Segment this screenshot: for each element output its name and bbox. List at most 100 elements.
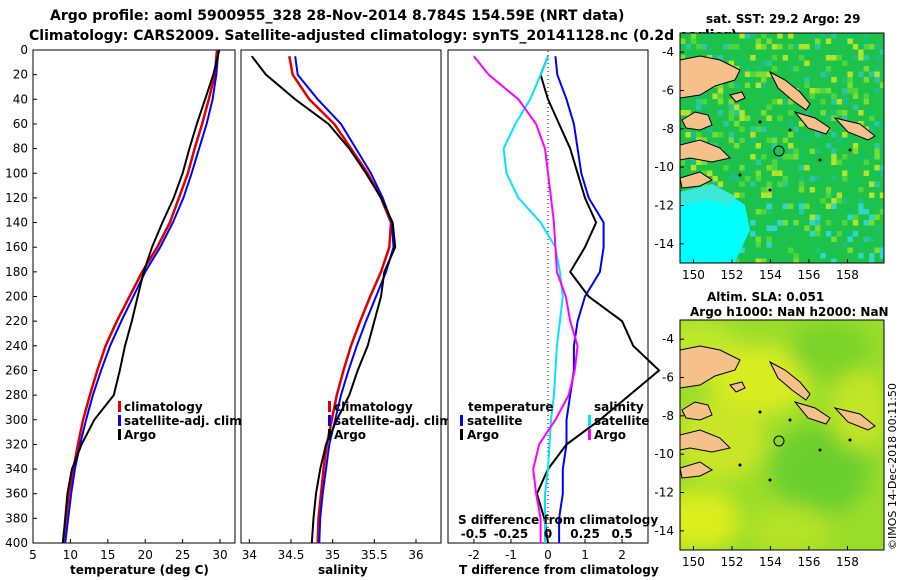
sst-pixel <box>755 198 761 204</box>
sst-pixel <box>831 154 837 160</box>
sst-pixel <box>717 110 724 116</box>
sst-pixel <box>750 181 756 187</box>
sst-pixel <box>701 137 707 143</box>
sst-pixel <box>782 137 788 143</box>
sst-pixel <box>831 132 837 138</box>
sst-pixel <box>766 115 772 121</box>
legend-swatch-climatology <box>118 401 121 412</box>
sst-pixel <box>874 165 880 171</box>
sst-pixel <box>815 44 821 50</box>
sst-pixel <box>690 132 697 138</box>
sst-pixel <box>863 209 869 215</box>
sst-pixel <box>707 49 713 55</box>
legend-swatch-sal-argo <box>588 429 591 440</box>
x-tick-label-30: 30 <box>212 548 227 562</box>
sst-pixel <box>842 60 848 66</box>
sst-pixel <box>852 148 859 154</box>
sst-pixel <box>707 126 713 132</box>
sst-pixel <box>825 203 832 209</box>
diff-x-tick-label-1: 1 <box>581 548 589 562</box>
diff-top-tick-label-2: 0 <box>544 527 552 541</box>
sst-pixel <box>788 148 794 154</box>
series-line-satellite-adj-clim- <box>64 49 220 544</box>
sst-pixel <box>825 220 832 226</box>
argo-position-marker <box>773 435 785 447</box>
sst-pixel <box>879 209 884 215</box>
sst-pixel <box>863 236 869 242</box>
legend-label-temp-satellite: satellite <box>467 414 522 428</box>
sst-pixel <box>717 132 724 138</box>
sst-pixel <box>836 55 842 61</box>
sst-pixel <box>879 253 884 259</box>
land-mass-3 <box>793 401 831 425</box>
sst-pixel <box>696 104 702 110</box>
sst-pixel <box>777 115 783 121</box>
sst-pixel <box>815 247 821 253</box>
sst-pixel <box>879 192 884 198</box>
sst-pixel <box>842 110 848 116</box>
diff-x-tick-label--1: -1 <box>505 548 517 562</box>
sst-pixel <box>842 137 848 143</box>
diff-top-tick-label-0: -0.5 <box>461 527 487 541</box>
temperature-legend: climatology satellite-adj. clim. Argo <box>118 400 246 442</box>
sst-pixel <box>809 33 815 39</box>
sst-pixel <box>836 121 842 127</box>
sst-pixel <box>744 66 751 72</box>
difference-xlabel: T difference from climatology <box>459 563 659 577</box>
sst-pixel <box>863 220 869 226</box>
header-line2: Climatology: CARS2009. Satellite-adjuste… <box>29 28 737 44</box>
sst-pixel <box>852 104 859 110</box>
sst-pixel <box>777 99 783 105</box>
sst-pixel <box>858 209 864 215</box>
sst-pixel <box>717 99 724 105</box>
series-line-climatology <box>288 55 393 544</box>
sst-pixel <box>852 93 859 99</box>
sst-pixel <box>842 154 848 160</box>
sst-pixel <box>825 55 832 61</box>
island-dot-0 <box>758 410 762 414</box>
sst-pixel <box>825 231 832 237</box>
land-mass-6 <box>833 117 876 141</box>
sst-pixel <box>863 33 869 39</box>
sst-pixel <box>842 220 848 226</box>
map-y-tick-label--14: -14 <box>654 237 674 251</box>
map-x-tick-label-158: 158 <box>836 268 859 282</box>
sst-pixel <box>798 121 805 127</box>
sst-pixel <box>761 44 767 50</box>
map-x-tick-label-150: 150 <box>682 555 705 569</box>
sst-pixel <box>836 99 842 105</box>
diff-top-tick-label-3: 0.25 <box>570 527 600 541</box>
sst-pixel <box>831 176 837 182</box>
sst-pixel <box>825 187 832 193</box>
map-y-tick-label--14: -14 <box>654 524 674 538</box>
legend-swatch-argo <box>118 429 121 440</box>
sst-pixel <box>761 154 767 160</box>
sst-pixel <box>809 88 815 94</box>
sst-pixel <box>739 247 745 253</box>
sst-pixel <box>831 148 837 154</box>
depth-tick-200: 200 <box>5 290 28 304</box>
sst-pixel <box>761 77 767 83</box>
land-mass-6 <box>833 407 876 431</box>
sst-pixel <box>793 258 799 263</box>
sst-pixel <box>766 209 772 215</box>
sst-pixel <box>842 77 848 83</box>
legend-swatch-sal-satellite <box>588 415 591 426</box>
sst-pixel <box>815 88 821 94</box>
sst-pixel <box>788 44 794 50</box>
sst-pixel <box>858 242 864 248</box>
sst-pixel <box>777 170 783 176</box>
sst-pixel <box>842 132 848 138</box>
sst-pixel <box>761 110 767 116</box>
sst-pixel <box>782 99 788 105</box>
sst-pixel <box>863 170 869 176</box>
sst-pixel <box>879 82 884 88</box>
sst-map-frame <box>679 32 885 264</box>
sst-pixel <box>766 60 772 66</box>
sst-pixel <box>842 38 848 44</box>
sst-pixel <box>825 66 832 72</box>
sst-pixel <box>874 77 880 83</box>
sst-pixel <box>874 71 880 77</box>
sst-pixel <box>874 121 880 127</box>
land-mass-7 <box>729 381 746 393</box>
